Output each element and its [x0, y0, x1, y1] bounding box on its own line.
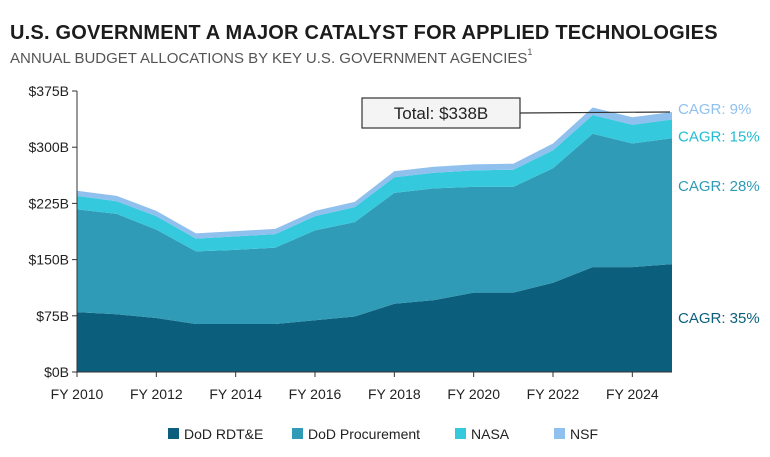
x-tick-label: FY 2022 [527, 386, 580, 402]
y-tick-label: $375B [29, 83, 69, 99]
legend-label-nsf: NSF [570, 426, 598, 442]
y-tick-label: $150B [29, 252, 69, 268]
total-annotation-label: Total: $338B [394, 104, 489, 123]
total-annotation-box [361, 97, 521, 129]
x-tick-label: FY 2020 [447, 386, 500, 402]
chart-subtitle: ANNUAL BUDGET ALLOCATIONS BY KEY U.S. GO… [10, 47, 533, 67]
legend-label-dod-rdt-e: DoD RDT&E [184, 426, 263, 442]
x-tick-label: FY 2012 [130, 386, 183, 402]
chart-title: U.S. GOVERNMENT A MAJOR CATALYST FOR APP… [10, 22, 718, 44]
y-tick-label: $75B [36, 308, 69, 324]
area-nasa [77, 115, 672, 252]
legend-label-nasa: NASA [471, 426, 510, 442]
y-tick-label: $0B [44, 364, 69, 380]
legend-swatch-dod-procurement [292, 428, 303, 439]
x-tick-label: FY 2024 [606, 386, 659, 402]
cagr-label-dod-procurement: CAGR: 28% [678, 178, 760, 195]
x-tick-label: FY 2010 [51, 386, 104, 402]
cagr-label-nasa: CAGR: 15% [678, 128, 760, 145]
total-annotation-leader [519, 111, 671, 114]
legend-swatch-dod-rdt-e [168, 428, 179, 439]
legend-label-dod-procurement: DoD Procurement [308, 426, 420, 442]
legend-swatch-nsf [554, 428, 565, 439]
x-tick-label: FY 2018 [368, 386, 421, 402]
y-tick-label: $300B [29, 139, 69, 155]
y-tick-label: $225B [29, 195, 69, 211]
legend-swatch-nasa [455, 428, 466, 439]
area-dod-procurement [77, 133, 672, 324]
cagr-label-dod-rdt-e: CAGR: 35% [678, 310, 760, 327]
chart-subtitle-text: ANNUAL BUDGET ALLOCATIONS BY KEY U.S. GO… [10, 50, 528, 67]
area-dod-rdt-e [77, 264, 672, 372]
x-tick-label: FY 2016 [289, 386, 342, 402]
x-tick-label: FY 2014 [209, 386, 262, 402]
subtitle-footnote-marker: 1 [527, 47, 533, 57]
cagr-label-nsf: CAGR: 9% [678, 101, 751, 118]
